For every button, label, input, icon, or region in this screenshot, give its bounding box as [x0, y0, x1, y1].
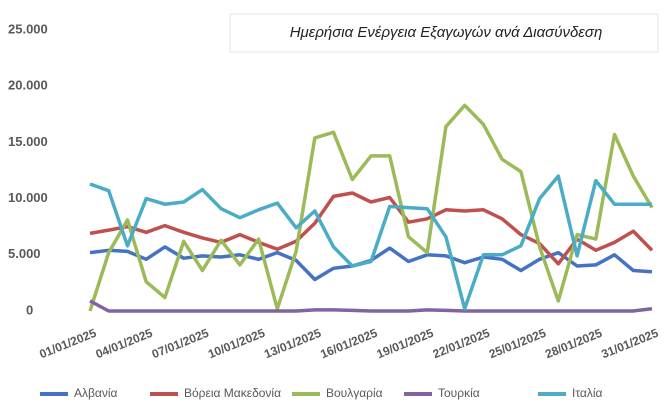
legend-label: Ιταλία [572, 386, 603, 400]
y-tick-label: 10.000 [8, 190, 48, 205]
legend-label: Βόρεια Μακεδονία [184, 386, 281, 400]
y-tick-label: 15.000 [8, 134, 48, 149]
y-tick-label: 20.000 [8, 78, 48, 93]
y-tick-label: 25.000 [8, 21, 48, 36]
legend-label: Τουρκία [438, 386, 480, 400]
x-tick-label: 10/01/2025 [206, 326, 267, 362]
x-tick-label: 19/01/2025 [375, 326, 436, 362]
chart-title: Ημερήσια Ενέργεια Εξαγωγών ανά Διασύνδεσ… [290, 24, 603, 41]
x-tick-label: 04/01/2025 [94, 326, 155, 362]
legend-label: Βουλγαρία [326, 386, 383, 400]
title-box [229, 13, 659, 53]
x-tick-label: 25/01/2025 [487, 326, 548, 362]
legend-label: Αλβανία [74, 386, 118, 400]
series-line [89, 191, 654, 266]
x-tick-label: 22/01/2025 [431, 326, 492, 362]
y-tick-label: 5.000 [8, 246, 41, 261]
series-line [89, 174, 652, 311]
x-tick-label: 07/01/2025 [150, 326, 211, 362]
x-tick-label: 13/01/2025 [262, 326, 323, 362]
x-tick-label: 01/01/2025 [37, 326, 98, 362]
x-tick-label: 31/01/2025 [599, 326, 660, 362]
series-line [88, 103, 654, 312]
x-tick-label: 16/01/2025 [318, 326, 379, 362]
series-line [89, 299, 653, 313]
x-tick-label: 28/01/2025 [543, 326, 604, 362]
y-tick-label: 0 [26, 302, 33, 317]
